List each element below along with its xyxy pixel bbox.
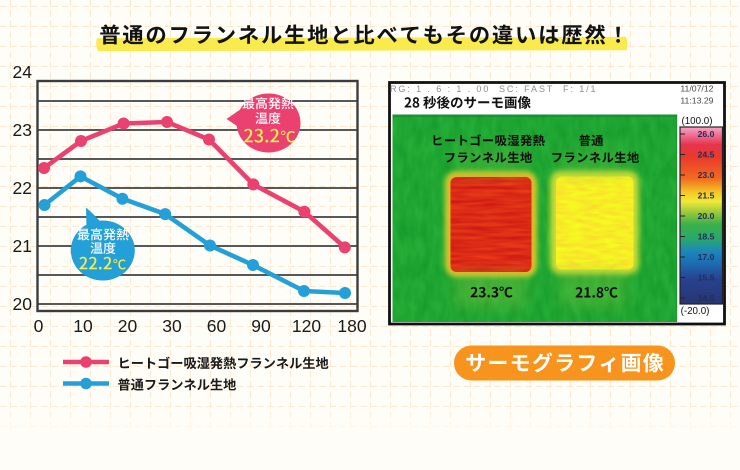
- svg-text:10: 10: [73, 316, 93, 336]
- svg-text:17.0: 17.0: [698, 252, 715, 262]
- svg-text:(-20.0): (-20.0): [681, 306, 710, 317]
- svg-text:120: 120: [292, 316, 321, 336]
- svg-text:24: 24: [13, 62, 33, 82]
- svg-text:(100.0): (100.0): [681, 116, 712, 127]
- svg-text:23: 23: [13, 120, 32, 140]
- svg-text:22: 22: [13, 178, 32, 198]
- svg-text:15.5: 15.5: [698, 273, 715, 283]
- svg-text:14.0: 14.0: [698, 293, 715, 303]
- svg-text:0: 0: [34, 316, 44, 336]
- svg-text:RG: 1 . 6 : 1 . 00 SC: FAST: RG: 1 . 6 : 1 . 00 SC: FAST F: 1/1: [390, 84, 597, 94]
- svg-text:20.0: 20.0: [698, 211, 715, 221]
- svg-text:26.0: 26.0: [698, 129, 715, 139]
- svg-text:20: 20: [13, 294, 33, 314]
- svg-text:21.5: 21.5: [698, 191, 715, 201]
- svg-text:24.5: 24.5: [698, 150, 715, 160]
- svg-text:11:13.29: 11:13.29: [680, 96, 713, 106]
- svg-text:90: 90: [251, 316, 271, 336]
- svg-text:60: 60: [207, 316, 227, 336]
- svg-text:21: 21: [13, 236, 32, 256]
- svg-text:11/07/12: 11/07/12: [680, 84, 713, 94]
- svg-text:30: 30: [162, 316, 182, 336]
- svg-text:23.0: 23.0: [698, 170, 715, 180]
- svg-text:18.5: 18.5: [698, 232, 715, 242]
- svg-text:20: 20: [118, 316, 138, 336]
- svg-text:180: 180: [337, 316, 366, 336]
